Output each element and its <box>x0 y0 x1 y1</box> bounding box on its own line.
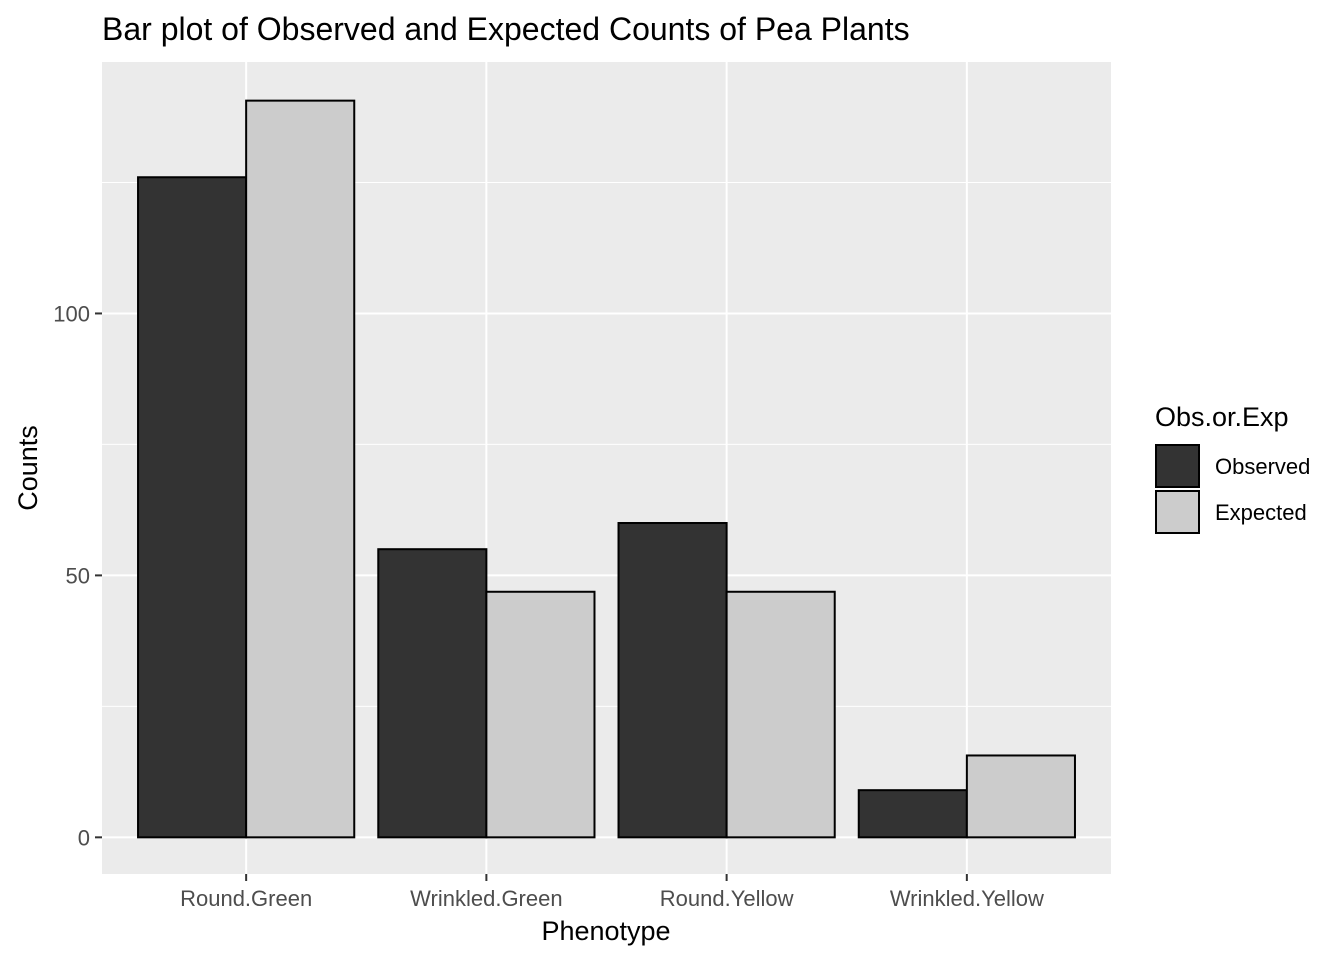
bar-expected-round-green <box>245 99 356 839</box>
bars <box>137 99 1076 839</box>
chart-title: Bar plot of Observed and Expected Counts… <box>102 11 910 47</box>
bar-expected-wrinkled-yellow <box>965 754 1076 839</box>
x-tick-label: Wrinkled.Yellow <box>890 886 1044 911</box>
legend-title: Obs.or.Exp <box>1155 402 1289 432</box>
y-axis-title: Counts <box>13 425 43 511</box>
x-tick-label: Wrinkled.Green <box>410 886 562 911</box>
bar-expected-wrinkled-green <box>485 590 596 839</box>
legend-key-observed <box>1155 444 1200 488</box>
legend-label-observed: Observed <box>1215 454 1310 479</box>
legend-label-expected: Expected <box>1215 500 1307 525</box>
x-tick-label: Round.Green <box>180 886 312 911</box>
y-tick-label: 0 <box>78 825 90 850</box>
bar-observed-wrinkled-green <box>377 548 488 839</box>
legend-key-expected <box>1155 490 1200 534</box>
y-tick-label: 50 <box>66 563 90 588</box>
bar-expected-round-yellow <box>725 590 836 839</box>
bar-observed-wrinkled-yellow <box>857 789 968 839</box>
bar-observed-round-yellow <box>617 522 728 839</box>
x-axis-title: Phenotype <box>541 916 670 946</box>
y-tick-label: 100 <box>53 301 90 326</box>
bar-observed-round-green <box>137 176 248 839</box>
y-axis: 0 50 100 <box>53 301 102 850</box>
x-axis: Round.Green Wrinkled.Green Round.Yellow Wri… <box>180 874 1044 911</box>
x-tick-label: Round.Yellow <box>660 886 794 911</box>
legend: Obs.or.Exp Observed Expected <box>1155 402 1310 534</box>
